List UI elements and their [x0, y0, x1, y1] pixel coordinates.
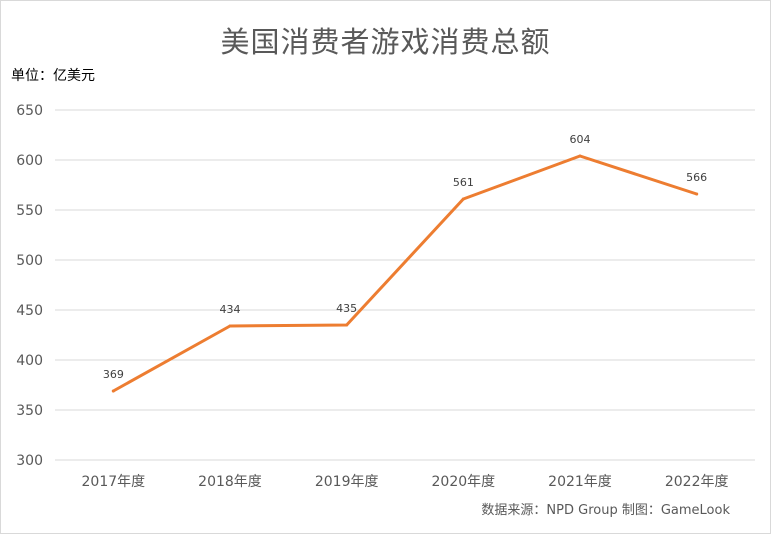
x-tick-label: 2022年度: [665, 474, 729, 490]
data-point: [345, 323, 349, 327]
x-tick-label: 2021年度: [548, 474, 612, 490]
y-axis-ticks: 300 350 400 450 500 550 600 650: [16, 103, 43, 469]
data-label: 434: [220, 303, 241, 316]
y-tick-label: 500: [16, 253, 43, 269]
y-tick-label: 650: [16, 103, 43, 119]
source-note: 数据来源：NPD Group 制图：GameLook: [481, 503, 730, 518]
y-tick-label: 400: [16, 353, 43, 369]
x-tick-label: 2019年度: [315, 474, 379, 490]
data-label: 566: [686, 171, 707, 184]
data-point: [578, 154, 582, 158]
unit-label: 单位：亿美元: [11, 68, 95, 84]
data-labels: 369 434 435 561 604 566: [103, 133, 707, 381]
y-tick-label: 350: [16, 403, 43, 419]
y-tick-label: 450: [16, 303, 43, 319]
x-tick-label: 2018年度: [198, 474, 262, 490]
data-label: 369: [103, 368, 124, 381]
series-line: [111, 154, 699, 393]
data-label: 604: [570, 133, 591, 146]
data-label: 435: [336, 302, 357, 315]
data-point: [111, 389, 115, 393]
gridlines: [55, 109, 755, 461]
chart-title: 美国消费者游戏消费总额: [220, 25, 551, 59]
y-tick-label: 550: [16, 203, 43, 219]
x-tick-label: 2017年度: [82, 474, 146, 490]
x-axis-ticks: 2017年度 2018年度 2019年度 2020年度 2021年度 2022年度: [82, 474, 729, 490]
data-point: [228, 324, 232, 328]
data-point: [461, 197, 465, 201]
data-label: 561: [453, 176, 474, 189]
data-point: [695, 192, 699, 196]
y-tick-label: 600: [16, 153, 43, 169]
x-tick-label: 2020年度: [432, 474, 496, 490]
y-tick-label: 300: [16, 453, 43, 469]
series-group: [111, 154, 699, 393]
